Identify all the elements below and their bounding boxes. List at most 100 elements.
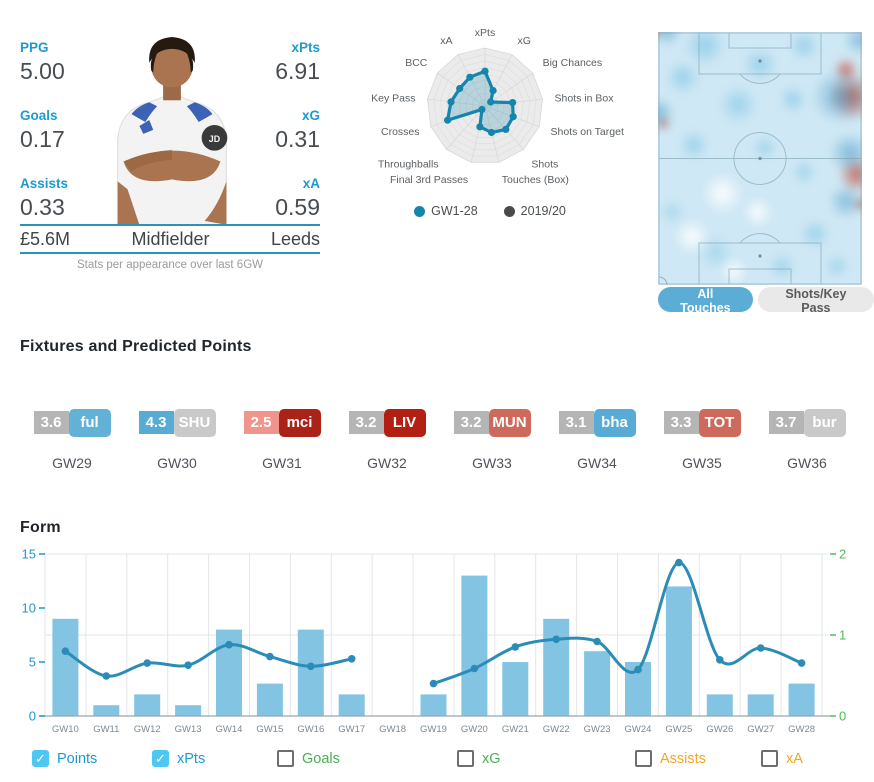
gameweek-label: GW30 <box>157 455 197 471</box>
svg-text:5: 5 <box>29 655 36 670</box>
xpts-point <box>61 647 70 655</box>
toggle-assists[interactable]: Assists <box>635 750 706 767</box>
radar-axis-label: Touches (Box) <box>502 174 569 186</box>
xpts-point <box>634 665 642 674</box>
stat-value: 0.33 <box>20 194 65 220</box>
stats-caption: Stats per appearance over last 6GW <box>76 259 263 271</box>
toggle-label: Goals <box>302 750 340 767</box>
radar-axis-label: Shots <box>531 158 558 170</box>
points-bar <box>256 683 283 716</box>
svg-text:GW26: GW26 <box>706 724 733 735</box>
xpts-point <box>716 656 724 664</box>
svg-text:GW24: GW24 <box>625 724 652 735</box>
toggle-label: xA <box>786 750 803 767</box>
svg-text:2: 2 <box>839 547 846 562</box>
toggle-points[interactable]: ✓ Points <box>32 750 97 767</box>
checkbox-icon[interactable] <box>761 750 778 767</box>
divider-line <box>20 252 320 254</box>
fixture-column: 3.6 ful GW29 <box>20 395 124 471</box>
xpts-point <box>429 679 438 688</box>
checkbox-checked-icon[interactable]: ✓ <box>32 750 49 767</box>
form-heading: Form <box>20 519 61 536</box>
points-bar <box>502 662 529 716</box>
fixture-column: 3.3 TOT GW35 <box>650 395 754 471</box>
fixture-opponent-badge[interactable]: bur <box>803 409 846 437</box>
stat-xg: xG 0.31 <box>230 108 320 153</box>
form-chart: 0 5 10 15 0 1 2 GW10 GW11 GW12 GW13 GW14 GW15 GW16 GW1… <box>22 547 847 736</box>
fixture-column: 2.5 mci GW31 <box>230 395 334 471</box>
legend-item-current[interactable]: GW1-28 <box>414 204 478 218</box>
fixture-column: 3.2 MUN GW33 <box>440 395 544 471</box>
checkbox-icon[interactable] <box>635 750 652 767</box>
points-bar <box>93 705 120 716</box>
points-bar <box>420 694 447 716</box>
predicted-points-badge: 3.6 <box>33 411 69 434</box>
xpts-point <box>184 661 192 669</box>
toggle-xpts[interactable]: ✓ xPts <box>152 750 205 767</box>
checkbox-checked-icon[interactable]: ✓ <box>152 750 169 767</box>
svg-text:GW22: GW22 <box>543 724 570 735</box>
radar-legend: GW1-28 2019/20 <box>340 204 640 218</box>
radar-axis-label: Key Pass <box>371 93 415 105</box>
points-bar <box>52 618 79 716</box>
stat-label: xG <box>301 108 320 123</box>
touch-heatmap <box>658 32 862 285</box>
stat-value: 0.17 <box>20 126 65 152</box>
svg-text:GW15: GW15 <box>256 724 283 735</box>
radar-axis-label: xA <box>440 35 452 47</box>
xpts-point <box>225 640 233 649</box>
checkbox-icon[interactable] <box>457 750 474 767</box>
predicted-points-badge: 3.1 <box>558 411 594 434</box>
predicted-points-badge: 4.3 <box>138 411 174 434</box>
fixture-opponent-badge[interactable]: bha <box>593 409 636 437</box>
gameweek-label: GW31 <box>262 455 302 471</box>
shots-key-pass-button[interactable]: Shots/Key Pass <box>757 287 874 315</box>
fixture-opponent-badge[interactable]: SHU <box>173 409 216 437</box>
points-bar <box>338 694 365 716</box>
toggle-xg[interactable]: xG <box>457 750 501 767</box>
radar-axis-label: Final 3rd Passes <box>390 174 468 186</box>
all-touches-button[interactable]: All Touches <box>658 287 753 315</box>
points-bar <box>788 683 815 716</box>
pitch-lines <box>658 32 862 285</box>
legend-dot <box>503 205 515 217</box>
toggle-label: xPts <box>177 750 206 767</box>
player-meta-row: £5.6M Midfielder Leeds <box>20 229 320 250</box>
legend-label: 2019/20 <box>520 204 566 218</box>
stat-xpts: xPts 6.91 <box>230 40 320 85</box>
toggle-goals[interactable]: Goals <box>277 750 340 767</box>
radar-axis-label: xPts <box>475 27 495 39</box>
xpts-point <box>797 659 806 667</box>
fixture-opponent-badge[interactable]: ful <box>68 409 111 437</box>
xpts-point <box>675 558 683 567</box>
player-price: £5.6M <box>20 229 71 249</box>
svg-text:GW12: GW12 <box>134 724 161 735</box>
stat-ppg: PPG 5.00 <box>20 40 65 85</box>
predicted-points-badge: 3.2 <box>348 411 384 434</box>
toggle-xa[interactable]: xA <box>761 750 803 767</box>
fixture-opponent-badge[interactable]: mci <box>278 409 321 437</box>
xpts-point <box>266 652 274 661</box>
xpts-point <box>552 635 560 644</box>
fixture-opponent-badge[interactable]: MUN <box>488 409 531 437</box>
fixture-column: 3.7 bur GW36 <box>755 395 859 471</box>
fixture-opponent-badge[interactable]: LIV <box>383 409 426 437</box>
fixture-opponent-badge[interactable]: TOT <box>698 409 741 437</box>
stat-label: Goals <box>20 108 58 123</box>
radar-axis-label: Shots on Target <box>551 126 624 138</box>
xpts-point <box>347 655 356 663</box>
svg-text:GW13: GW13 <box>175 724 202 735</box>
svg-text:GW27: GW27 <box>747 724 774 735</box>
checkbox-icon[interactable] <box>277 750 294 767</box>
predicted-points-badge: 3.2 <box>453 411 489 434</box>
fixture-column: 3.1 bha GW34 <box>545 395 649 471</box>
stat-value: 5.00 <box>20 58 65 84</box>
toggle-label: xG <box>482 750 501 767</box>
stat-assists: Assists 0.33 <box>20 176 68 221</box>
points-bar <box>665 586 692 716</box>
stat-value: 6.91 <box>275 58 320 84</box>
legend-item-previous[interactable]: 2019/20 <box>503 204 566 218</box>
points-bar <box>584 651 611 716</box>
legend-label: GW1-28 <box>431 204 478 218</box>
svg-text:0: 0 <box>29 709 36 724</box>
